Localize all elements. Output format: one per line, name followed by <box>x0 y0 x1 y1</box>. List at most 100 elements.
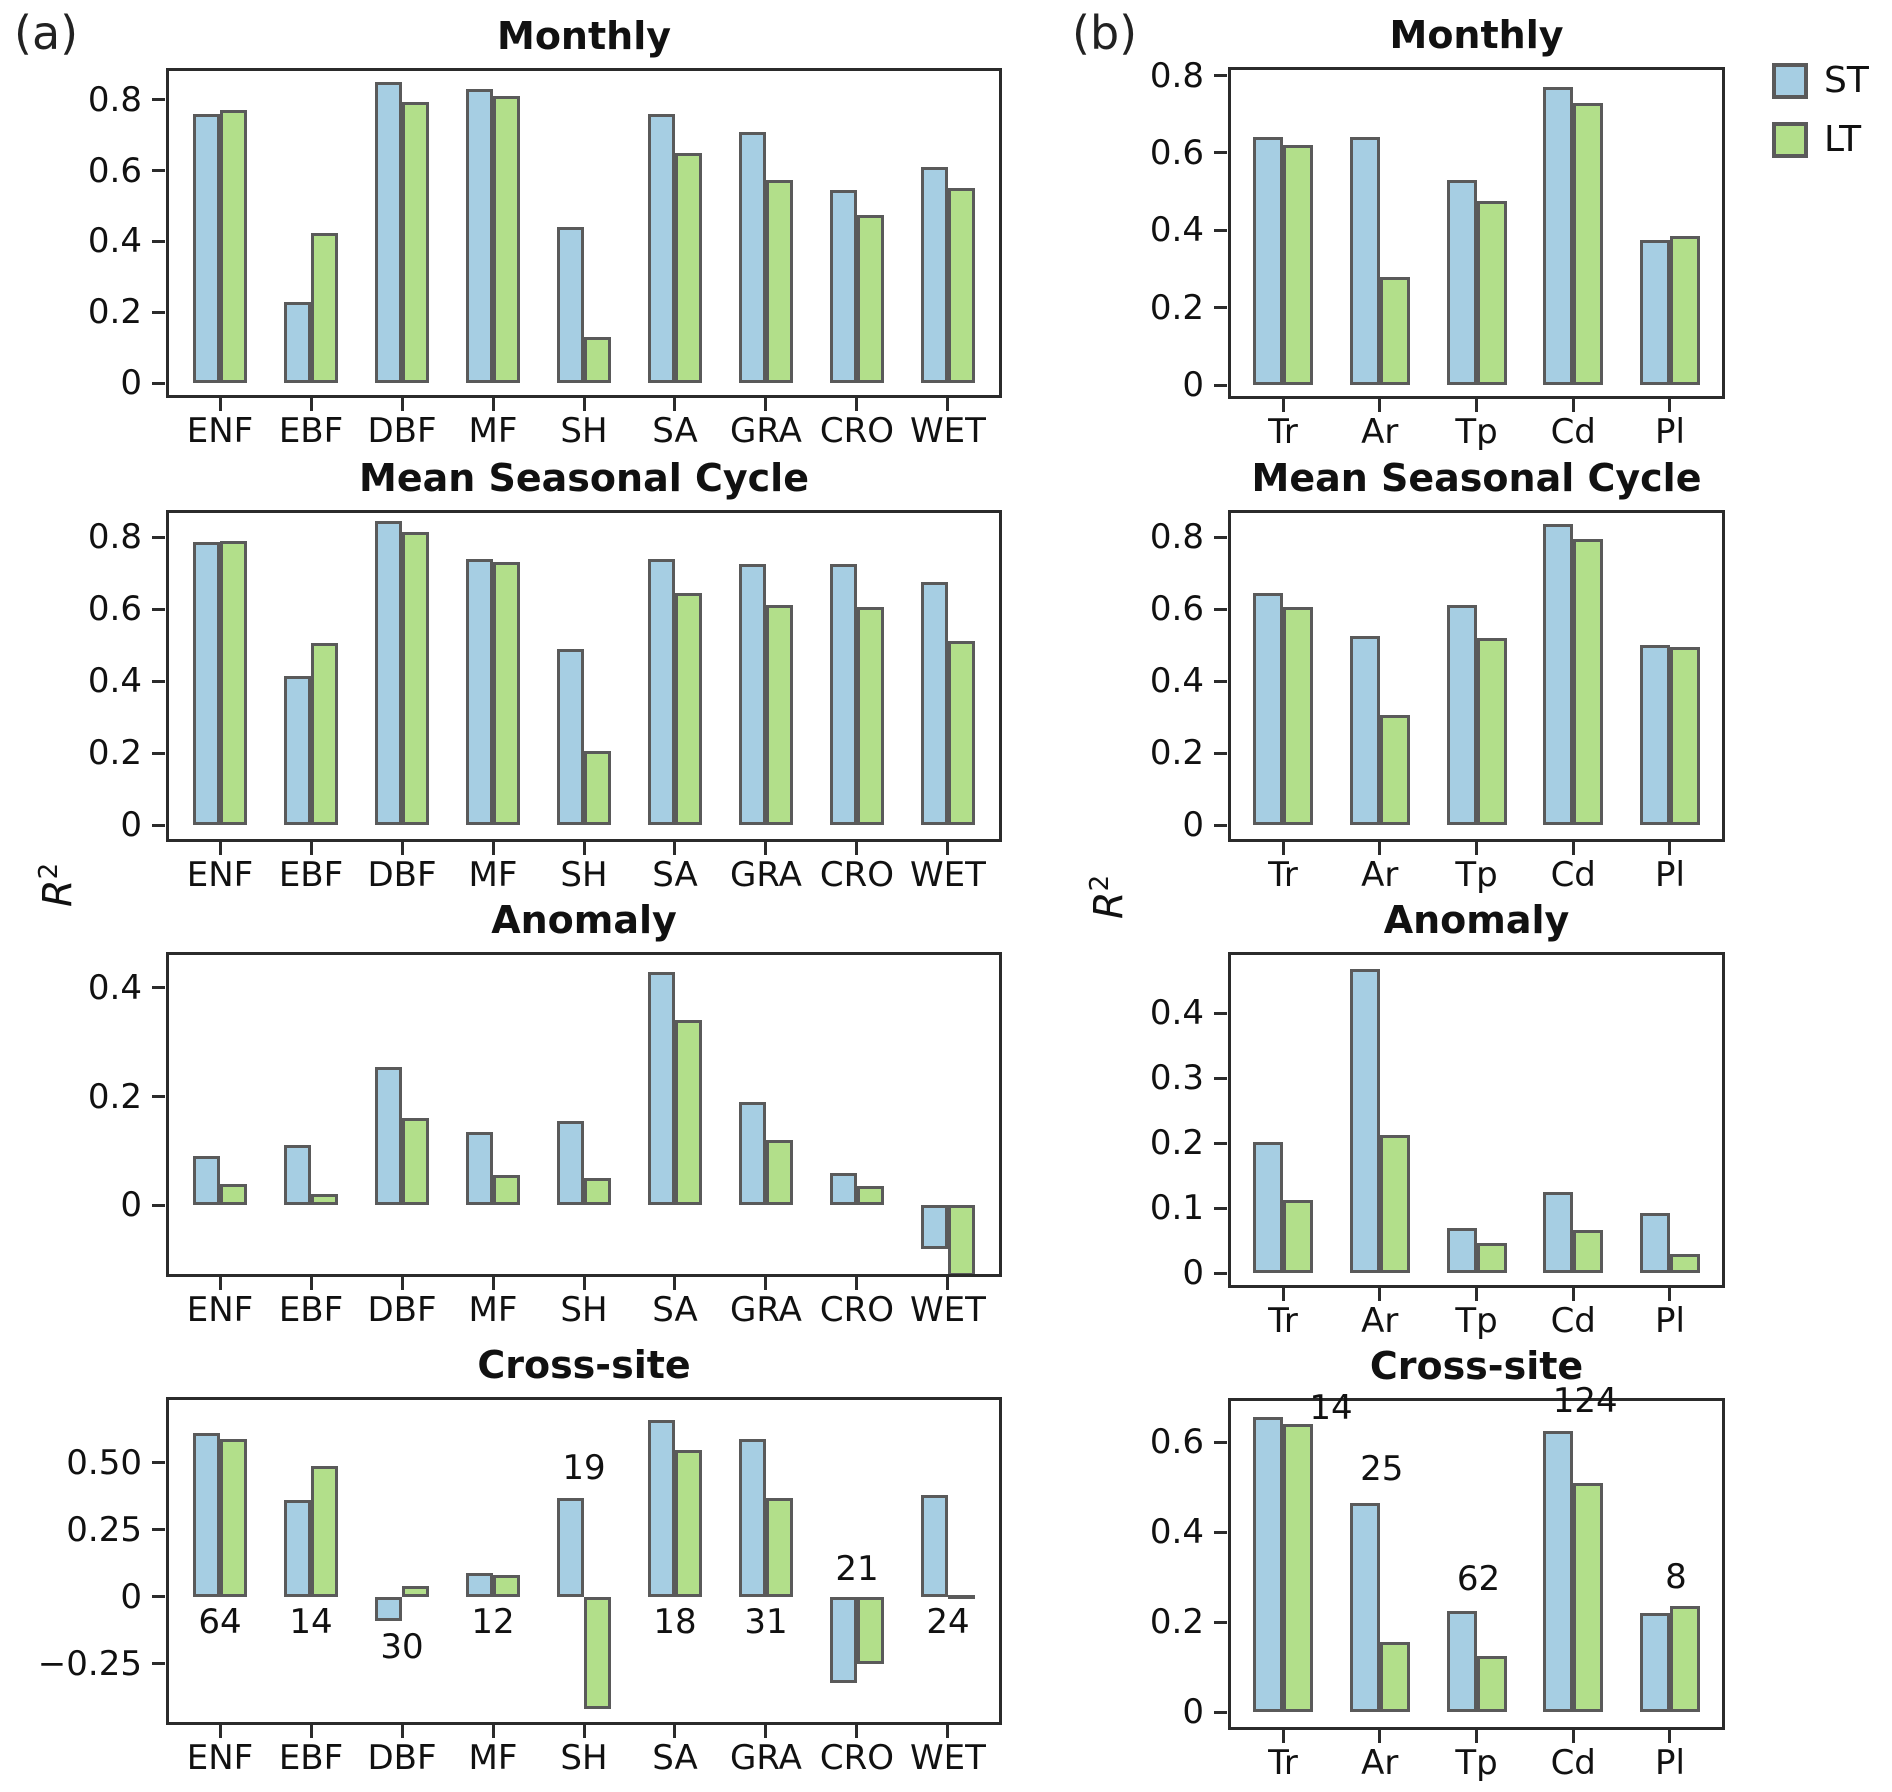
panel-title: Anomaly <box>491 898 677 942</box>
x-tick <box>946 1725 950 1738</box>
bar-st <box>829 564 857 826</box>
panel-a-cross-site: Cross-site −0.25 0 0.25 0.50 ENF EBF DBF MF SH SA G… <box>38 1343 1002 1775</box>
x-tick-label: DBF <box>367 411 437 451</box>
bar-lt <box>311 232 338 384</box>
x-tick <box>1281 399 1285 412</box>
y-tick <box>1214 1620 1227 1624</box>
x-tick <box>1378 1288 1382 1301</box>
x-tick <box>309 398 313 411</box>
y-tick-label: 0.4 <box>1149 661 1204 702</box>
legend-item-st: ST <box>1772 60 1869 101</box>
y-tick <box>1214 1530 1227 1534</box>
bar-st <box>375 1066 402 1206</box>
y-tick <box>152 535 165 539</box>
legend-swatch-st <box>1772 62 1808 99</box>
x-tick <box>1378 1730 1382 1743</box>
bar-lt <box>1669 236 1700 386</box>
x-tick-label: SA <box>652 1290 698 1330</box>
x-tick-label: SH <box>560 411 608 451</box>
y-tick-label: 0 <box>1182 1692 1204 1732</box>
x-tick <box>491 398 495 411</box>
y-tick <box>1214 1440 1227 1444</box>
annotation: 124 <box>1552 1381 1618 1422</box>
bar-st <box>647 558 675 826</box>
y-tick-label: 0.8 <box>87 517 142 557</box>
x-tick-label: Tr <box>1268 855 1298 895</box>
subfigure-a-label: (a) <box>14 6 79 60</box>
y-tick-label: 0.6 <box>87 150 142 191</box>
y-tick-label: 0.50 <box>66 1442 142 1483</box>
x-tick <box>491 1725 495 1738</box>
y-tick <box>1214 1206 1227 1210</box>
panel-title: Mean Seasonal Cycle <box>359 456 809 500</box>
y-tick <box>1214 535 1227 539</box>
y-tick-label: 0.1 <box>1149 1188 1204 1229</box>
bar-lt <box>765 1497 793 1597</box>
bar-st <box>920 167 948 384</box>
x-tick-label: SA <box>652 411 698 451</box>
bar-lt <box>1379 1134 1410 1274</box>
y-tick-label: 0.25 <box>66 1509 142 1550</box>
x-tick-label: Tp <box>1455 412 1498 452</box>
x-tick-label: GRA <box>730 1290 802 1330</box>
y-tick <box>152 169 165 173</box>
y-tick-label: 0 <box>1182 365 1204 406</box>
y-tick <box>152 607 165 611</box>
y-tick <box>1214 1076 1227 1080</box>
x-tick-label: CRO <box>819 411 895 451</box>
y-tick <box>152 98 165 102</box>
x-tick-label: EBF <box>278 1738 344 1778</box>
x-tick-label: Cd <box>1550 1743 1596 1783</box>
x-tick <box>673 1725 677 1738</box>
bar-st <box>557 1497 584 1597</box>
x-tick-label: ENF <box>186 1738 254 1778</box>
bar-st <box>193 1433 220 1597</box>
x-tick <box>764 1277 768 1290</box>
x-tick <box>1475 842 1478 855</box>
bar-st <box>647 1420 675 1597</box>
panel-b-anomaly: Anomaly 0 0.1 0.2 0.3 0.4 Tr Ar Tp Cd Pl <box>1150 898 1725 1338</box>
x-tick-label: MF <box>468 1738 518 1778</box>
legend: ST LT <box>1772 60 1869 178</box>
x-tick-label: DBF <box>367 1738 437 1778</box>
bar-st <box>466 1131 493 1206</box>
bar-st <box>466 1572 493 1597</box>
bar-lt <box>856 1596 884 1664</box>
y-tick-label: −0.25 <box>37 1643 142 1684</box>
y-tick <box>152 751 165 755</box>
bar-st <box>738 1438 766 1597</box>
bar-lt <box>402 1118 429 1206</box>
bar-lt <box>765 179 793 384</box>
bar-lt <box>1283 1200 1314 1274</box>
plot-area <box>166 68 1002 398</box>
y-tick-label: 0.3 <box>1149 1058 1204 1099</box>
x-tick <box>491 842 495 855</box>
x-tick <box>400 398 404 411</box>
x-tick-label: ENF <box>186 1290 254 1330</box>
legend-label-lt: LT <box>1824 119 1862 160</box>
panel-a-mean-seasonal-cycle: Mean Seasonal Cycle 0 0.2 0.4 0.6 0.8 ENF EBF DB… <box>88 456 1002 892</box>
bar-lt <box>765 605 793 826</box>
y-tick <box>1214 151 1227 155</box>
x-tick-label: SH <box>560 1738 608 1778</box>
panel-title: Mean Seasonal Cycle <box>1251 456 1702 500</box>
bar-lt <box>1476 637 1507 826</box>
y-tick <box>1214 306 1227 310</box>
bar-st <box>829 1596 857 1683</box>
x-tick-label: Pl <box>1654 855 1685 895</box>
bar-st <box>647 971 675 1206</box>
bar-st <box>1446 1610 1477 1712</box>
x-tick <box>673 842 677 855</box>
bar-st <box>284 301 311 384</box>
y-tick-label: 0 <box>120 1576 142 1617</box>
x-tick-label: MF <box>468 411 518 451</box>
y-tick <box>1214 1271 1227 1275</box>
x-tick <box>946 842 950 855</box>
annotation: 24 <box>926 1601 970 1642</box>
bar-lt <box>584 1178 611 1206</box>
x-tick-label: ENF <box>186 855 254 895</box>
panel-title: Anomaly <box>1383 898 1570 942</box>
x-tick <box>1571 1730 1575 1743</box>
bar-lt <box>1573 102 1604 386</box>
